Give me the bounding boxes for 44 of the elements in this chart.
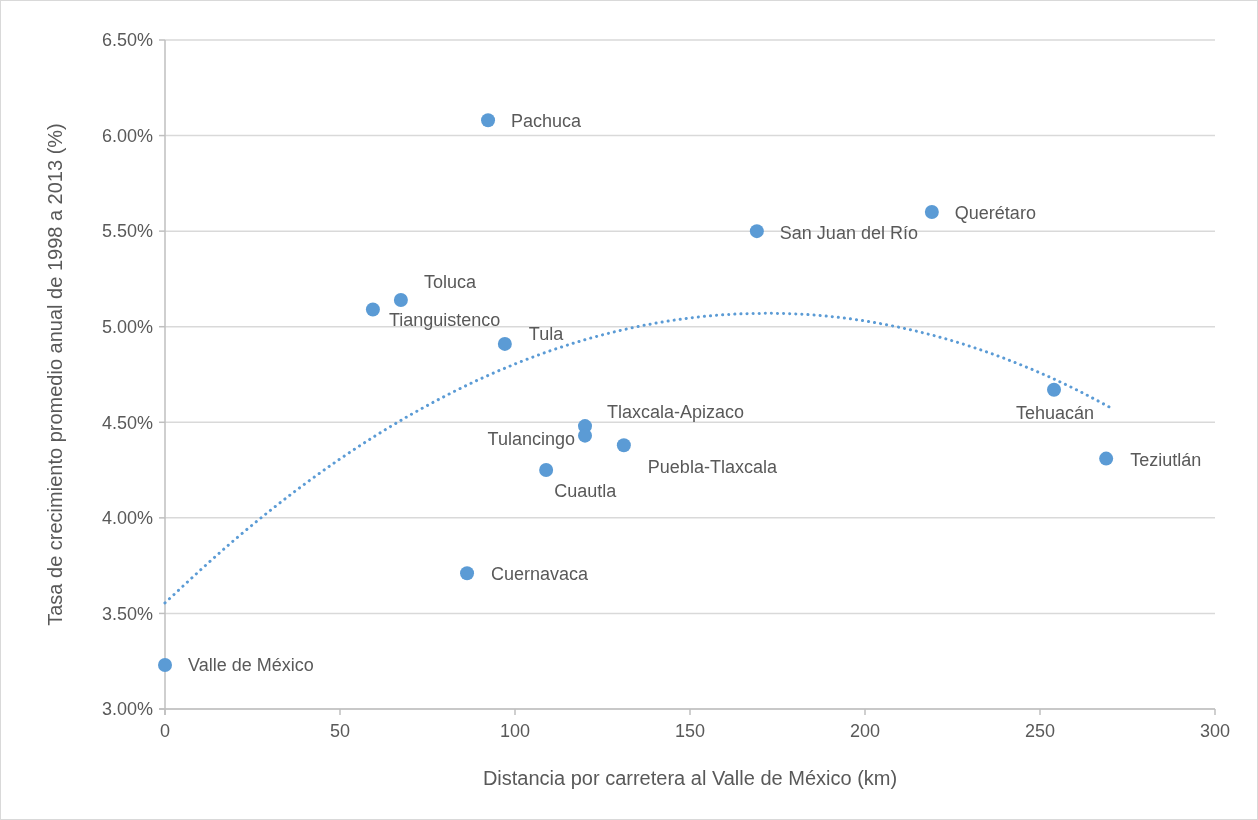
annotation: Cuernavaca <box>491 563 590 584</box>
annotation: Cuautla <box>554 481 618 502</box>
annotation: Tehuacán <box>1015 403 1095 424</box>
x-tick-label: 50 <box>329 721 351 741</box>
y-tick-label: 6.50% <box>101 30 153 51</box>
x-tick-label: 250 <box>1024 721 1056 741</box>
y-axis-title: Tasa de crecimiento promedio anual de 1998 a 2013 (%) <box>44 123 66 626</box>
point <box>616 438 631 453</box>
x-tick-label: 300 <box>1199 721 1231 741</box>
annotation: Puebla-Tlaxcala <box>647 456 778 477</box>
y-tick-label: 4.50% <box>101 412 153 433</box>
annotation: Toluca <box>423 272 477 293</box>
annotation: Teziutlán <box>1130 449 1202 470</box>
x-tick-label: 150 <box>674 721 706 741</box>
line-series <box>163 311 1112 605</box>
point <box>497 336 512 351</box>
y-tick-label: 5.50% <box>101 221 153 242</box>
point <box>460 566 475 581</box>
annotation: Querétaro <box>954 203 1036 224</box>
point <box>1047 382 1061 397</box>
annotation: Tlaxcala-Apizaco <box>607 402 745 423</box>
annotation: Tula <box>528 324 565 345</box>
point <box>393 292 408 307</box>
x-tick-label: 0 <box>159 721 171 741</box>
annotation: Valle de México <box>188 655 314 676</box>
y-tick-label: 4.00% <box>101 508 153 529</box>
y-tick-label: 3.00% <box>101 699 153 720</box>
point <box>1099 451 1114 466</box>
point <box>539 463 554 478</box>
x-tick-label: 200 <box>849 721 881 741</box>
point <box>158 658 172 673</box>
point <box>365 302 380 317</box>
annotation: Tianguistenco <box>388 309 501 330</box>
x-axis-title: Distancia por carretera al Valle de México (km) <box>482 767 898 789</box>
point <box>481 113 496 128</box>
annotation: Pachuca <box>511 110 583 131</box>
x-tick-label: 100 <box>499 721 531 741</box>
y-tick-label: 3.50% <box>101 603 153 624</box>
annotation: San Juan del Río <box>779 223 918 244</box>
annotation: Tulancingo <box>487 428 575 449</box>
y-tick-label: 6.00% <box>101 125 153 146</box>
point <box>924 205 939 220</box>
point <box>749 224 764 239</box>
y-tick-label: 5.00% <box>101 317 153 338</box>
